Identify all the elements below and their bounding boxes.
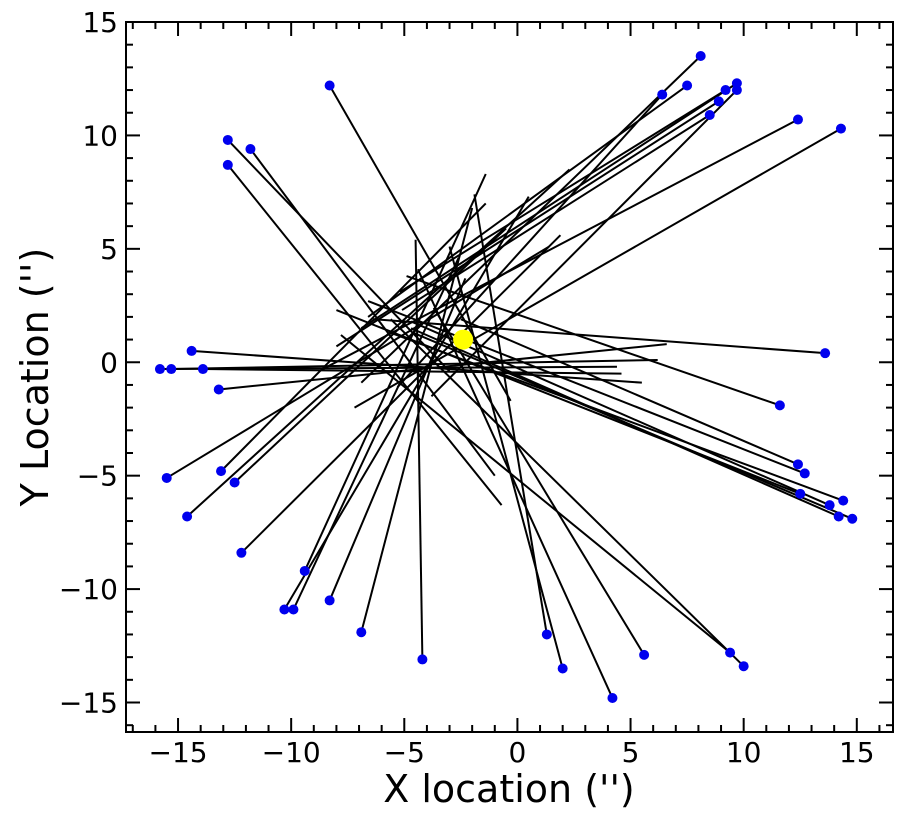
marker-layer <box>154 51 858 703</box>
point-marker-29 <box>216 466 227 477</box>
point-marker-11 <box>704 110 715 121</box>
point-marker-0 <box>324 80 335 91</box>
point-marker-18 <box>795 488 806 499</box>
segment-line-44 <box>390 318 745 667</box>
point-marker-44 <box>738 661 749 672</box>
segment-line-33 <box>303 173 487 572</box>
segment-line-10 <box>335 100 720 348</box>
y-tick-label: 10 <box>82 119 118 152</box>
point-marker-25 <box>186 345 197 356</box>
segment-line-13 <box>354 127 842 409</box>
point-marker-22 <box>847 513 858 524</box>
point-marker-7 <box>720 85 731 96</box>
segment-line-40 <box>448 246 564 669</box>
point-marker-31 <box>229 477 240 488</box>
point-marker-42 <box>607 692 618 703</box>
y-tick-label: 15 <box>82 6 118 39</box>
y-tick-label: −10 <box>59 573 118 606</box>
point-marker-27 <box>213 384 224 395</box>
segment-layer <box>159 55 853 699</box>
segment-line-5 <box>396 93 663 388</box>
point-marker-4 <box>695 51 706 62</box>
point-marker-16 <box>792 459 803 470</box>
segment-line-41 <box>432 307 645 656</box>
segment-line-36 <box>328 277 467 601</box>
x-tick-label: 5 <box>622 736 640 769</box>
x-tick-label: 10 <box>726 736 762 769</box>
point-marker-32 <box>236 547 247 558</box>
point-marker-20 <box>824 500 835 511</box>
segment-line-24 <box>171 358 658 371</box>
segment-line-37 <box>360 207 474 633</box>
segment-line-2 <box>249 148 496 477</box>
point-marker-26 <box>197 364 208 375</box>
segment-line-17 <box>367 300 806 475</box>
segment-line-32 <box>240 234 562 554</box>
segment-line-27 <box>218 343 667 391</box>
x-axis-label: X location ('') <box>383 767 635 811</box>
segment-line-35 <box>292 257 460 610</box>
point-marker-23 <box>154 364 165 375</box>
segment-line-8 <box>360 82 738 330</box>
point-marker-38 <box>417 654 428 665</box>
segment-line-30 <box>186 168 571 518</box>
point-marker-34 <box>279 604 290 615</box>
segment-line-7 <box>399 89 727 293</box>
y-tick-label: −5 <box>77 460 118 493</box>
y-tick-label: −15 <box>59 687 118 720</box>
point-marker-36 <box>324 595 335 606</box>
segment-line-43 <box>340 334 731 654</box>
segment-line-20 <box>410 320 831 507</box>
x-tick-label: −15 <box>148 736 207 769</box>
point-marker-9 <box>731 85 742 96</box>
point-marker-39 <box>541 629 552 640</box>
segment-line-14 <box>372 318 826 355</box>
segment-line-16 <box>460 318 799 466</box>
point-marker-13 <box>835 123 846 134</box>
segment-line-12 <box>322 118 799 370</box>
plot-frame <box>125 21 894 733</box>
x-tick-label: −5 <box>384 736 425 769</box>
point-marker-37 <box>356 627 367 638</box>
point-marker-41 <box>639 649 650 660</box>
point-marker-24 <box>166 364 177 375</box>
point-marker-21 <box>833 511 844 522</box>
segment-line-3 <box>227 164 503 506</box>
x-tick-label: 15 <box>839 736 875 769</box>
y-axis-label: Y Location ('') <box>13 248 57 508</box>
y-tick-label: 5 <box>100 233 118 266</box>
segment-line-42 <box>416 268 614 699</box>
point-marker-30 <box>182 511 193 522</box>
point-marker-1 <box>222 134 233 145</box>
point-marker-6 <box>682 80 693 91</box>
point-marker-17 <box>799 468 810 479</box>
segment-line-26 <box>202 368 622 375</box>
center-marker <box>453 329 474 350</box>
x-axis: −15 −10 −5 0 5 10 15 <box>131 22 881 769</box>
point-marker-5 <box>657 89 668 100</box>
y-tick-label: 0 <box>100 346 118 379</box>
point-marker-10 <box>713 96 724 107</box>
point-marker-19 <box>838 495 849 506</box>
segment-line-29 <box>220 202 487 472</box>
point-marker-33 <box>299 565 310 576</box>
point-marker-40 <box>557 663 568 674</box>
point-marker-43 <box>725 647 736 658</box>
y-axis: −15 −10 −5 0 5 10 15 <box>59 6 893 727</box>
point-marker-3 <box>222 159 233 170</box>
segment-line-38 <box>414 239 424 660</box>
x-tick-label: −10 <box>262 736 321 769</box>
center-layer <box>453 329 474 350</box>
segment-line-31 <box>233 227 507 484</box>
point-marker-28 <box>161 472 172 483</box>
point-marker-12 <box>792 114 803 125</box>
point-marker-14 <box>820 348 831 359</box>
x-tick-label: 0 <box>509 736 527 769</box>
point-marker-2 <box>245 144 256 155</box>
point-marker-35 <box>288 604 299 615</box>
point-marker-15 <box>774 400 785 411</box>
